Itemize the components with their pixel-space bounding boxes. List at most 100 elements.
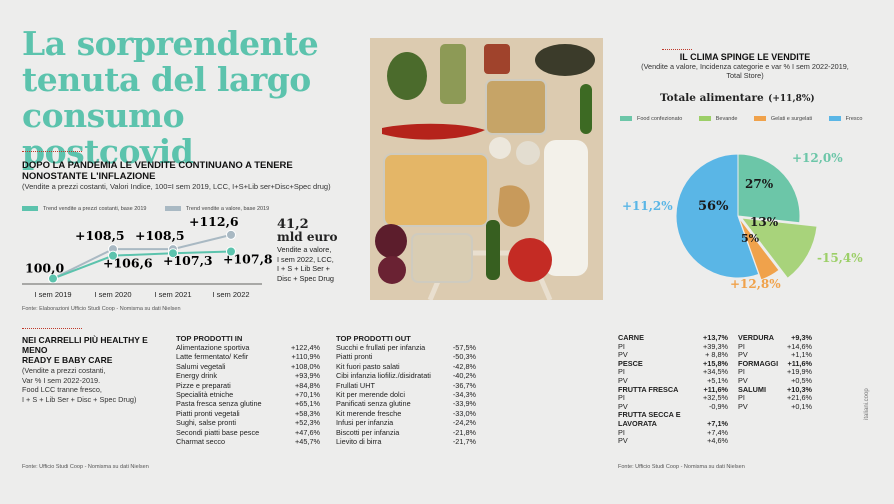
legend-swatch — [22, 206, 38, 212]
category-name: FRUTTA FRESCA — [618, 384, 679, 394]
category-total: +9,3% — [791, 333, 812, 342]
data-label: +112,6 — [189, 214, 239, 229]
pv-label: PV — [618, 375, 628, 385]
product-name: Kit per merende dolci — [336, 390, 405, 400]
category-row: PI +34,5% — [618, 368, 728, 377]
category-row: PI +32,5% — [618, 394, 728, 403]
product-name: Latte fermentato/ Kefir — [176, 352, 249, 362]
callout-text: I sem 2022, LCC, — [277, 254, 334, 264]
category-pi: +7,4% — [707, 427, 728, 437]
share-label: 5% — [741, 232, 760, 245]
line-chart: +108,5 +108,5 +112,6 100,0 +106,6 +107,3 +107,… — [22, 214, 273, 299]
section3-subheading: (Vendite a valore, Incidenza categorie e… — [641, 62, 849, 71]
pi-label: PI — [618, 393, 625, 403]
product-change: +108,0% — [290, 361, 320, 371]
category-total: +7,1% — [707, 418, 728, 428]
section1-heading: NONOSTANTE L'INFLAZIONE — [22, 171, 156, 182]
series-line — [52, 250, 232, 280]
callout-text: I + S + Lib Ser + — [277, 264, 330, 274]
category-pv: +0,5% — [791, 375, 812, 385]
product-change: -42,8% — [452, 361, 476, 371]
product-change: +110,9% — [291, 352, 320, 362]
section-divider — [22, 328, 82, 329]
category-pi: +21,6% — [787, 393, 812, 403]
section3-header: IL CLIMA SPINGE LE VENDITE (Vendite a va… — [620, 52, 870, 80]
product-change: -36,7% — [452, 380, 476, 390]
category-name: VERDURA — [738, 333, 775, 342]
category-list-right: VERDURA +9,3% PI +14,6% PV +1,1% FORMAGGI +11,6… — [738, 333, 812, 411]
table-row: Piatti pronti vegetali +58,3% — [176, 409, 320, 418]
product-change: -40,2% — [452, 371, 476, 381]
category-pv: +4,6% — [707, 436, 728, 446]
legend-item: Fresco — [845, 115, 863, 122]
category-total: +11,6% — [703, 384, 728, 394]
data-point — [168, 248, 178, 259]
share-label: 56% — [698, 199, 729, 214]
category-total: +10,3% — [787, 384, 812, 394]
section-divider — [22, 151, 82, 152]
callout-value: 41,2 — [277, 217, 309, 232]
data-point — [48, 273, 58, 284]
legend-swatch — [620, 116, 632, 122]
table-row: Lievito di birra -21,7% — [336, 437, 476, 446]
category-row: PESCE +15,8% — [618, 359, 728, 369]
section1-header: DOPO LA PANDEMIA LE VENDITE CONTINUANO A… — [22, 160, 362, 192]
legend-item: Trend vendite a prezzi costanti, base 20… — [43, 205, 147, 212]
data-label: +108,5 — [135, 228, 185, 243]
product-name: Panificati senza glutine — [336, 399, 411, 409]
data-label: +108,5 — [75, 228, 125, 243]
category-pi: +14,6% — [787, 341, 812, 351]
title-line: tenuta del largo — [22, 60, 311, 99]
x-tick-label: I sem 2022 — [212, 290, 249, 299]
total-label: Totale alimentare (+11,8%) — [660, 88, 815, 106]
product-name: Infusi per infanzia — [336, 418, 394, 428]
groceries-illustration — [370, 38, 603, 301]
legend-item: Gelati e surgelati — [770, 115, 813, 122]
product-name: Cibi infanzia liofiliz./disidratati — [336, 371, 431, 381]
x-tick-label: I sem 2019 — [34, 290, 71, 299]
total-value: (+11,8%) — [768, 94, 815, 104]
pi-label: PI — [618, 367, 625, 377]
legend-item: Bevande — [715, 115, 738, 122]
section2-header: NEI CARRELLI PIÙ HEALTHY E MENO READY E … — [22, 335, 172, 404]
category-pv: +5,1% — [707, 375, 728, 385]
category-pv: +0,1% — [791, 401, 812, 411]
product-name: Frullati UHT — [336, 380, 375, 390]
product-change: +84,8% — [295, 380, 320, 390]
table-row: Salumi vegetali +108,0% — [176, 362, 320, 371]
category-name: FRUTTA SECCA E LAVORATA — [618, 410, 681, 428]
data-label: +107,8 — [223, 251, 273, 266]
source-note: Fonte: Ufficio Studi Coop - Nomisma su d… — [22, 464, 149, 470]
product-change: -33,0% — [452, 408, 476, 418]
product-name: Kit fuori pasto salati — [336, 361, 400, 371]
category-row: SALUMI +10,3% — [738, 384, 812, 395]
groceries-photo — [370, 38, 603, 301]
category-row: PI +39,3% — [618, 342, 728, 352]
table-row: Specialità etniche +70,1% — [176, 390, 320, 399]
product-name: Specialità etniche — [176, 390, 234, 400]
pie-slice — [737, 153, 801, 224]
chart-legend: Trend vendite a prezzi costanti, base 20… — [22, 200, 269, 218]
pie-slice — [675, 153, 760, 279]
top-out-table: TOP PRODOTTI OUT Succhi e frullati per i… — [336, 334, 476, 446]
legend-item: Trend vendite a valore, base 2019 — [185, 205, 270, 212]
section1-subheading: (Vendite a prezzi costanti, Valori Indic… — [22, 182, 331, 191]
product-name: Pasta fresca senza glutine — [176, 399, 262, 409]
product-name: Lievito di birra — [336, 437, 382, 447]
category-pi: +34,5% — [703, 367, 728, 377]
table-row: Kit merende fresche -33,0% — [336, 409, 476, 418]
product-change: -21,7% — [452, 437, 476, 447]
table-row: Frullati UHT -36,7% — [336, 381, 476, 390]
data-point — [226, 246, 236, 257]
sales-callout: 41,2 mld euro Vendite a valore, I sem 20… — [277, 218, 362, 283]
category-name: CARNE — [618, 333, 644, 342]
pv-label: PV — [738, 350, 748, 360]
product-name: Piatti pronti vegetali — [176, 408, 240, 418]
product-change: +65,1% — [295, 399, 320, 409]
table-row: Pasta fresca senza glutine +65,1% — [176, 399, 320, 408]
table-row: Kit per merende dolci -34,3% — [336, 390, 476, 399]
table-row: Panificati senza glutine -33,9% — [336, 399, 476, 408]
category-row: PV +0,5% — [738, 375, 812, 386]
callout-text: Vendite a valore, — [277, 245, 332, 254]
category-row: FORMAGGI +11,6% — [738, 359, 812, 369]
